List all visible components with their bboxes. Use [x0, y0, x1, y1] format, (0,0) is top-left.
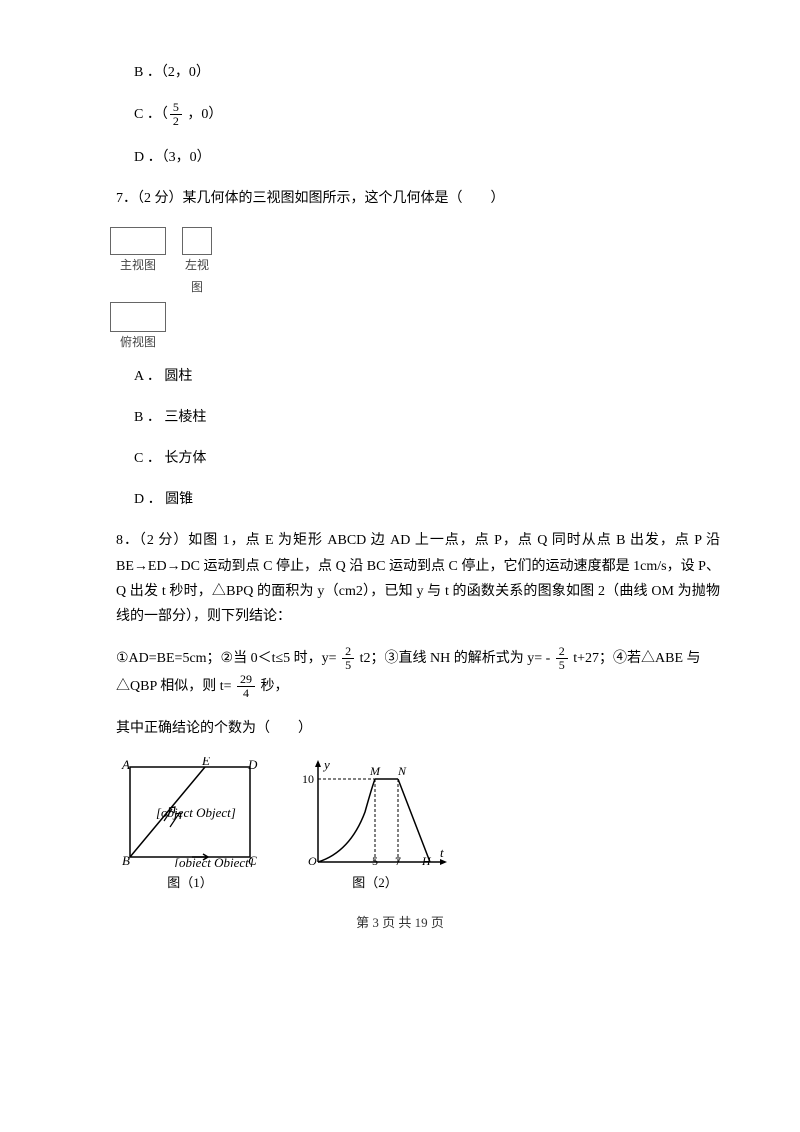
q7-option-b: B ． 三棱柱 — [80, 405, 720, 430]
label-E: E — [201, 757, 210, 768]
figure-1-label: 图（1） — [120, 871, 260, 894]
page-footer: 第 3 页 共 19 页 — [80, 911, 720, 934]
q6-option-b: B ．（2，0） — [80, 60, 720, 85]
text: t2；③直线 NH 的解析式为 y= - — [356, 651, 554, 666]
q8-stem: 8．（2 分）如图 1，点 E 为矩形 ABCD 边 AD 上一点，点 P，点 … — [80, 528, 720, 629]
q8-figures: A E D B C [object Object] [object Object… — [120, 757, 720, 894]
top-view-box — [110, 302, 166, 332]
front-view-box — [110, 227, 166, 255]
fraction-2-5-b: 25 — [556, 645, 568, 672]
text: C ．（ — [134, 107, 168, 122]
text: ①AD=BE=5cm；②当 0＜t≤5 时，y= — [116, 651, 340, 666]
label-Q: [object Object] — [174, 855, 254, 867]
label-10: 10 — [302, 772, 314, 786]
text: 秒， — [257, 679, 289, 694]
label-H: H — [421, 854, 432, 867]
three-views-diagram: 主视图 左视图 俯视图 — [110, 227, 720, 354]
left-view-label: 左视图 — [182, 255, 212, 298]
label-7: 7 — [395, 854, 401, 867]
label-A: A — [121, 757, 130, 772]
q6-option-d: D ．（3，0） — [80, 145, 720, 170]
fraction-2-5-a: 25 — [342, 645, 354, 672]
q8-conclusions: ①AD=BE=5cm；②当 0＜t≤5 时，y= 25 t2；③直线 NH 的解… — [80, 645, 720, 700]
front-view-label: 主视图 — [110, 255, 166, 277]
figure-2-svg: y 10 M N O 5 7 H t — [300, 757, 450, 867]
label-B: B — [122, 853, 130, 867]
q7-option-a: A ． 圆柱 — [80, 364, 720, 389]
q7-stem: 7．（2 分）某几何体的三视图如图所示，这个几何体是（ ） — [80, 186, 720, 211]
label-D: D — [247, 757, 258, 772]
figure-1: A E D B C [object Object] [object Object… — [120, 757, 260, 894]
left-view-box — [182, 227, 212, 255]
fraction-5-2: 52 — [170, 101, 182, 128]
label-P: [object Object] — [156, 805, 236, 820]
label-M: M — [369, 764, 381, 778]
figure-2-label: 图（2） — [300, 871, 450, 894]
q7-option-c: C ． 长方体 — [80, 446, 720, 471]
q8-question: 其中正确结论的个数为（ ） — [80, 716, 720, 741]
label-5: 5 — [372, 854, 378, 867]
q6-option-c: C ．（52 ，0） — [80, 101, 720, 128]
fraction-29-4: 294 — [237, 673, 255, 700]
figure-1-svg: A E D B C [object Object] [object Object… — [120, 757, 260, 867]
figure-2: y 10 M N O 5 7 H t 图（2） — [300, 757, 450, 894]
label-t: t — [440, 845, 444, 860]
top-view-label: 俯视图 — [110, 332, 166, 354]
q7-option-d: D ． 圆锥 — [80, 487, 720, 512]
label-N: N — [397, 764, 407, 778]
label-y: y — [322, 757, 330, 772]
text: ，0） — [184, 107, 223, 122]
label-O: O — [308, 854, 317, 867]
